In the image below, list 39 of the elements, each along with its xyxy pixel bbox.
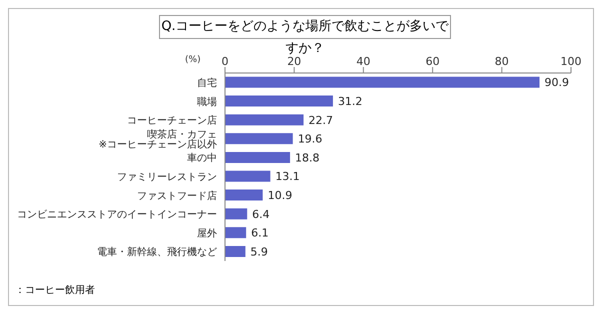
bar xyxy=(225,152,290,163)
data-label: 6.1 xyxy=(251,226,269,240)
bar xyxy=(225,170,270,182)
bar xyxy=(225,246,246,257)
y-tick-label: 喫茶店・カフェ ※コーヒーチェーン店以外 xyxy=(98,128,217,150)
data-label: 90.9 xyxy=(544,76,570,90)
bar xyxy=(225,208,248,220)
data-label: 19.6 xyxy=(298,132,322,146)
text: ：コーヒー飲用者 xyxy=(15,284,95,297)
y-tick-label: 職場 xyxy=(197,96,217,108)
bar xyxy=(225,114,304,126)
y-tick-label: 車の中 xyxy=(187,152,217,164)
x-tick-label: 80 xyxy=(494,55,509,68)
x-axis-title: (%) xyxy=(185,55,201,65)
bar xyxy=(225,96,333,107)
data-label: 22.7 xyxy=(308,114,334,127)
bar xyxy=(225,133,293,144)
x-tick-label: 60 xyxy=(426,55,440,68)
y-tick-label: コーヒーチェーン店 xyxy=(127,114,217,127)
data-label: 6.4 xyxy=(252,208,270,221)
data-label: 18.8 xyxy=(295,151,320,164)
y-tick-label: コンビニエンスストアのイートインコーナー xyxy=(17,210,217,221)
data-label: 13.1 xyxy=(275,170,300,184)
bar xyxy=(225,190,263,201)
data-label: 5.9 xyxy=(250,245,268,258)
data-label: 10.9 xyxy=(268,188,292,202)
y-tick-label: ファミリーレストラン xyxy=(117,172,217,183)
chart-title: Q.コーヒーをどのような場所で飲むことが多いですか？ xyxy=(160,18,450,56)
x-tick-label: 0 xyxy=(222,55,228,68)
y-tick-label: 屋外 xyxy=(197,228,217,240)
y-tick-label: 自宅 xyxy=(197,76,217,89)
x-tick-label: 20 xyxy=(287,55,302,68)
data-label: 31.2 xyxy=(338,94,362,108)
x-tick-label: 40 xyxy=(356,55,370,68)
x-tick-label: 100 xyxy=(560,55,582,68)
bar xyxy=(225,227,246,238)
y-tick-label: 電車・新幹線、飛行機など xyxy=(97,246,217,258)
bar xyxy=(225,76,540,88)
y-tick-label: ファストフード店 xyxy=(137,190,217,202)
